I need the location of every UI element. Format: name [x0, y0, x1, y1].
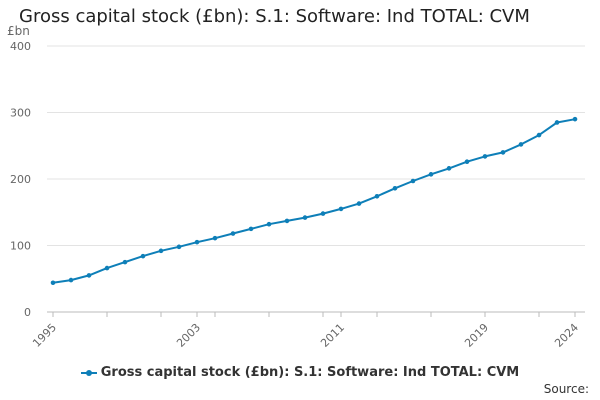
data-point: [500, 150, 506, 155]
data-point: [518, 142, 524, 147]
source-label: Source:: [543, 382, 589, 396]
y-tick-label: 200: [10, 173, 31, 186]
data-point: [104, 265, 110, 271]
data-point: [374, 193, 380, 199]
y-tick-label: 0: [24, 306, 31, 319]
data-point: [68, 277, 74, 283]
legend: Gross capital stock (£bn): S.1: Software…: [0, 365, 600, 380]
x-tick-label: 2011: [318, 321, 347, 350]
data-point: [338, 206, 344, 212]
series-line: [52, 118, 576, 284]
legend-label: Gross capital stock (£bn): S.1: Software…: [100, 365, 520, 380]
data-point: [140, 253, 146, 259]
data-point: [230, 231, 236, 236]
data-point: [284, 218, 290, 224]
grid-lines: [47, 45, 585, 246]
data-point: [176, 244, 182, 250]
chart-title: Gross capital stock (£bn): S.1: Software…: [19, 6, 530, 27]
data-point: [266, 221, 272, 227]
data-point: [302, 215, 308, 220]
data-point: [212, 235, 218, 241]
data-point: [410, 178, 416, 184]
y-tick-label: 300: [10, 107, 31, 120]
y-tick-label: 100: [10, 240, 31, 253]
x-tick-label: 2003: [174, 321, 203, 350]
data-point: [50, 280, 56, 286]
y-tick-label: 400: [10, 40, 31, 53]
data-point: [482, 154, 488, 159]
series-layer: [50, 116, 578, 286]
data-point: [428, 172, 434, 177]
axes: 0 100 200 300 400 £bn 1995 2003 2011 2019 2024: [7, 24, 585, 350]
data-point: [536, 132, 542, 138]
data-point: [446, 166, 452, 171]
data-point: [194, 239, 200, 245]
x-tick-label: 2019: [462, 321, 491, 350]
x-tick-label: 1995: [30, 321, 59, 350]
data-point: [122, 259, 128, 265]
data-point: [248, 226, 254, 232]
data-point: [554, 120, 560, 125]
data-point: [320, 211, 326, 216]
data-point: [86, 273, 92, 278]
data-point: [158, 248, 164, 254]
data-point: [356, 201, 362, 206]
x-tick-label: 2024: [552, 321, 581, 350]
legend-line-marker-icon: [80, 368, 97, 378]
data-point: [464, 159, 470, 165]
data-point: [572, 116, 578, 122]
y-axis-label: £bn: [7, 24, 30, 38]
data-point: [392, 186, 398, 191]
